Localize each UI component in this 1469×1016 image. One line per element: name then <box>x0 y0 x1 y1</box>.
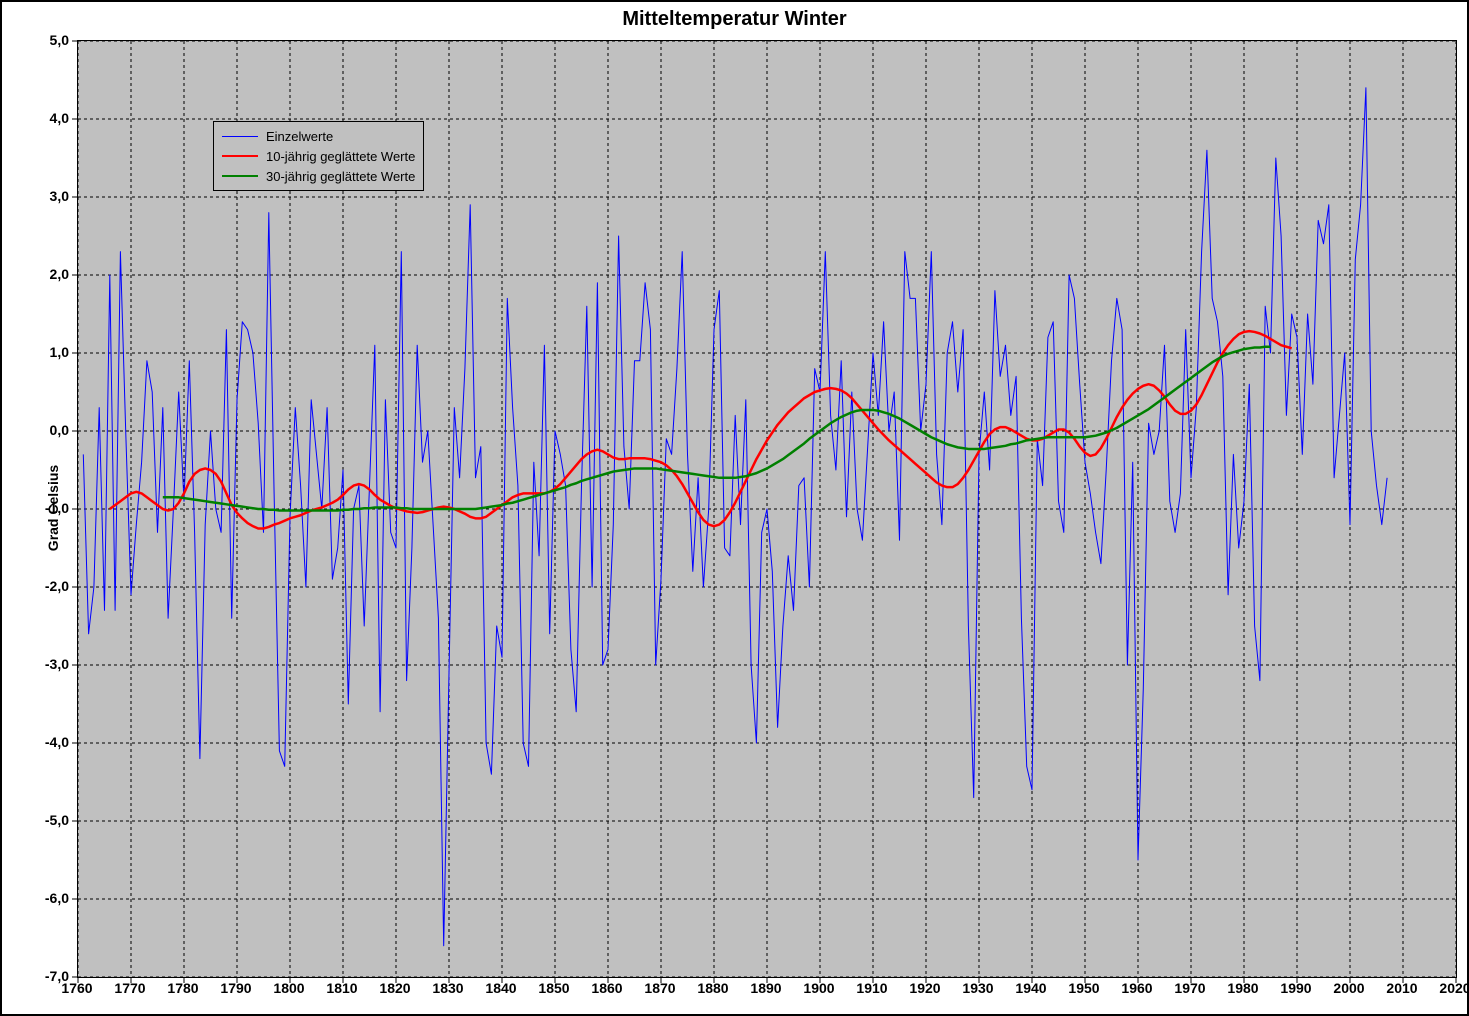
x-tick-label: 1980 <box>1227 980 1258 996</box>
x-tick-label: 1950 <box>1068 980 1099 996</box>
x-tick-label: 1820 <box>379 980 410 996</box>
legend-label: Einzelwerte <box>266 129 333 144</box>
x-tick-label: 1940 <box>1015 980 1046 996</box>
x-tick-label: 1900 <box>803 980 834 996</box>
x-tick-label: 1930 <box>962 980 993 996</box>
chart-title: Mitteltemperatur Winter <box>2 8 1467 31</box>
y-tick-label: 2,0 <box>9 266 69 282</box>
x-tick-label: 1760 <box>61 980 92 996</box>
x-tick-label: 1880 <box>697 980 728 996</box>
y-tick-label: 4,0 <box>9 110 69 126</box>
y-tick-label: -1,0 <box>9 500 69 516</box>
series-line <box>83 88 1387 946</box>
x-tick-label: 1960 <box>1121 980 1152 996</box>
y-tick-label: -7,0 <box>9 968 69 984</box>
y-tick-label: -3,0 <box>9 656 69 672</box>
y-tick-label: 1,0 <box>9 344 69 360</box>
x-tick-label: 1970 <box>1174 980 1205 996</box>
y-tick-label: -2,0 <box>9 578 69 594</box>
x-tick-label: 1780 <box>167 980 198 996</box>
x-tick-label: 1830 <box>432 980 463 996</box>
series-line <box>163 347 1271 511</box>
legend-item: Einzelwerte <box>222 126 415 146</box>
legend-item: 10-jährig geglättete Werte <box>222 146 415 166</box>
x-tick-label: 1870 <box>644 980 675 996</box>
legend-swatch <box>222 136 258 137</box>
y-tick-label: 5,0 <box>9 32 69 48</box>
legend-label: 10-jährig geglättete Werte <box>266 149 415 164</box>
legend-swatch <box>222 175 258 177</box>
chart-container: Mitteltemperatur Winter Grad Celsius Ein… <box>0 0 1469 1016</box>
y-tick-label: 3,0 <box>9 188 69 204</box>
x-tick-label: 1890 <box>750 980 781 996</box>
x-tick-label: 1770 <box>114 980 145 996</box>
x-tick-label: 2020 <box>1439 980 1469 996</box>
x-tick-label: 1990 <box>1280 980 1311 996</box>
x-tick-label: 1850 <box>538 980 569 996</box>
x-tick-label: 1810 <box>326 980 357 996</box>
x-tick-label: 1920 <box>909 980 940 996</box>
x-tick-label: 1860 <box>591 980 622 996</box>
legend: Einzelwerte 10-jährig geglättete Werte 30-… <box>213 121 424 191</box>
y-tick-label: -6,0 <box>9 890 69 906</box>
legend-item: 30-jährig geglättete Werte <box>222 166 415 186</box>
x-tick-label: 1790 <box>220 980 251 996</box>
x-tick-label: 2000 <box>1333 980 1364 996</box>
x-tick-label: 1840 <box>485 980 516 996</box>
legend-label: 30-jährig geglättete Werte <box>266 169 415 184</box>
y-tick-label: -4,0 <box>9 734 69 750</box>
legend-swatch <box>222 155 258 157</box>
x-tick-label: 1800 <box>273 980 304 996</box>
plot-area: Einzelwerte 10-jährig geglättete Werte 30-… <box>77 40 1457 978</box>
y-tick-label: -5,0 <box>9 812 69 828</box>
x-tick-label: 1910 <box>856 980 887 996</box>
x-tick-label: 2010 <box>1386 980 1417 996</box>
y-tick-label: 0,0 <box>9 422 69 438</box>
